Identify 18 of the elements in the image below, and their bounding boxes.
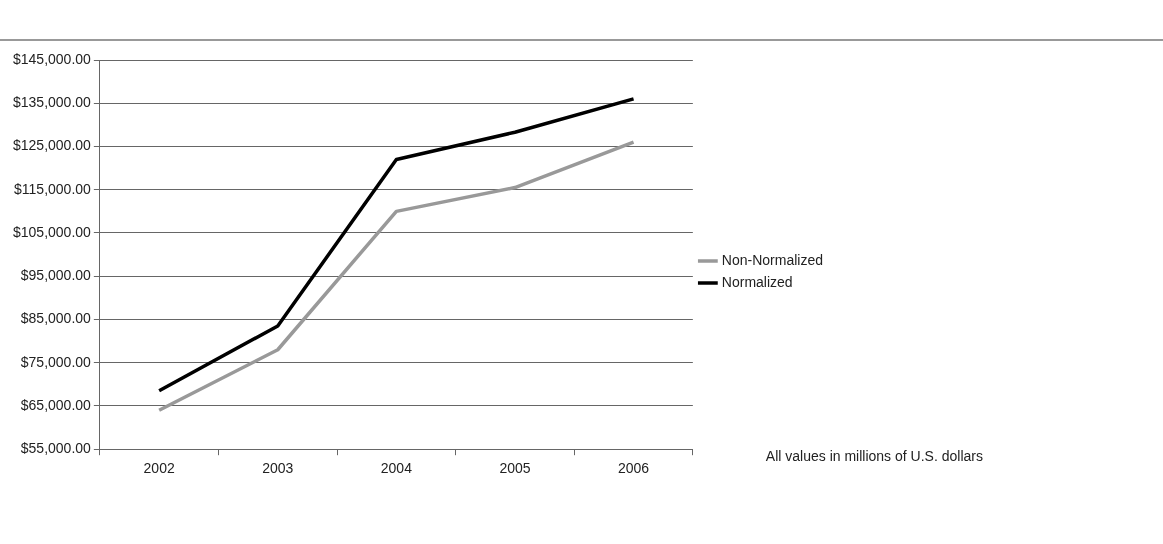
text: All values in millions of U.S. dollars (765, 448, 983, 465)
legend-label: Non-Normalized (721, 251, 824, 268)
y-tick-label: $125,000.00 (13, 137, 92, 154)
y-tick-label: $105,000.00 (13, 223, 92, 240)
y-tick-label: $65,000.00 (20, 396, 92, 413)
x-tick-label: 2003 (262, 460, 294, 477)
y-tick-label: $145,000.00 (13, 50, 92, 67)
legend-label: Normalized (721, 273, 793, 290)
y-tick-label: $115,000.00 (14, 180, 92, 197)
y-tick-label: $135,000.00 (13, 94, 92, 111)
y-tick-label: $75,000.00 (20, 353, 92, 370)
y-tick-label: $55,000.00 (20, 440, 92, 457)
x-tick-label: 2005 (499, 460, 531, 477)
y-tick-label: $95,000.00 (20, 267, 92, 284)
x-tick-label: 2002 (143, 460, 175, 477)
x-tick-label: 2006 (617, 460, 650, 477)
x-tick-label: 2004 (380, 460, 413, 477)
y-tick-label: $85,000.00 (20, 310, 92, 327)
